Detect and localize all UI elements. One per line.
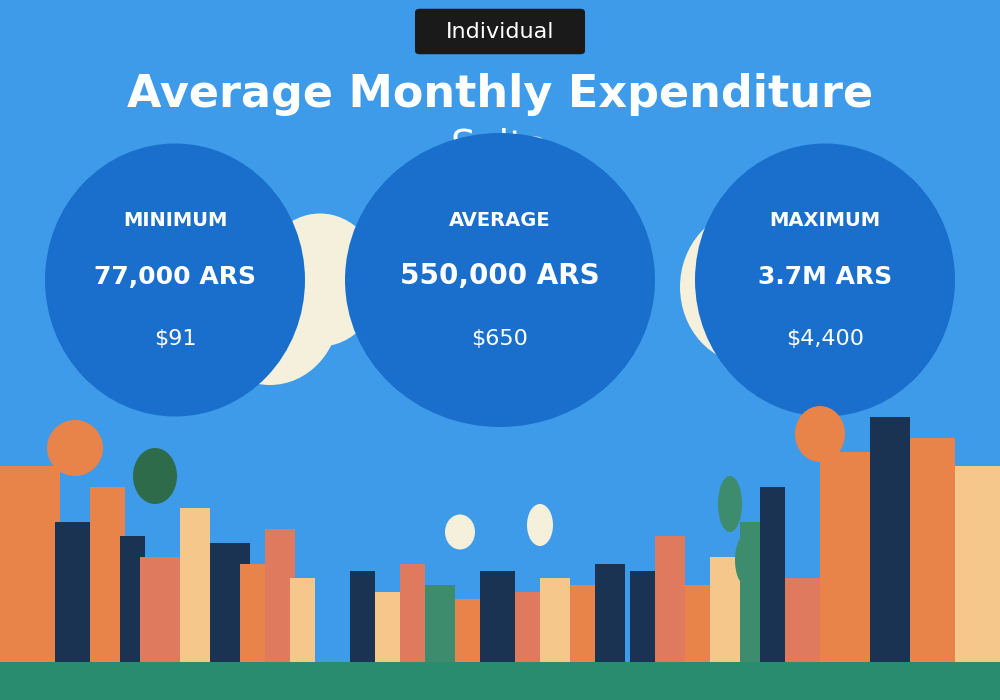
Bar xyxy=(760,486,785,662)
Bar xyxy=(655,536,685,662)
Bar xyxy=(400,564,425,661)
Bar xyxy=(455,598,480,662)
Ellipse shape xyxy=(735,536,755,584)
Bar xyxy=(785,578,820,662)
Text: 3.7M ARS: 3.7M ARS xyxy=(758,265,892,288)
Text: $650: $650 xyxy=(472,330,528,349)
Text: AVERAGE: AVERAGE xyxy=(449,211,551,230)
Bar xyxy=(595,564,625,661)
Text: Individual: Individual xyxy=(446,22,554,41)
Bar xyxy=(630,570,655,662)
Bar xyxy=(265,528,295,662)
Ellipse shape xyxy=(795,406,845,462)
Ellipse shape xyxy=(45,144,305,416)
Bar xyxy=(350,570,375,662)
Ellipse shape xyxy=(445,514,475,550)
Bar xyxy=(210,542,250,662)
Bar xyxy=(55,522,95,662)
Bar xyxy=(425,584,455,662)
Ellipse shape xyxy=(47,420,103,476)
Bar xyxy=(240,564,265,661)
Bar xyxy=(740,522,760,662)
Ellipse shape xyxy=(745,245,855,371)
Text: 🇦🇷: 🇦🇷 xyxy=(472,181,528,225)
Bar xyxy=(290,578,315,662)
Ellipse shape xyxy=(695,144,955,416)
Bar xyxy=(90,486,125,662)
Bar xyxy=(685,584,710,662)
Ellipse shape xyxy=(200,231,340,385)
Ellipse shape xyxy=(260,214,380,346)
Bar xyxy=(0,466,60,662)
Bar xyxy=(375,592,405,662)
FancyBboxPatch shape xyxy=(415,8,585,55)
Bar xyxy=(820,452,870,662)
Text: Average Monthly Expenditure: Average Monthly Expenditure xyxy=(127,73,873,116)
Text: $4,400: $4,400 xyxy=(786,330,864,349)
Text: 77,000 ARS: 77,000 ARS xyxy=(94,265,256,288)
Text: Salta: Salta xyxy=(451,128,549,166)
Text: MINIMUM: MINIMUM xyxy=(123,211,227,230)
Bar xyxy=(955,466,1000,662)
Bar xyxy=(480,570,515,662)
Ellipse shape xyxy=(718,476,742,532)
Text: 550,000 ARS: 550,000 ARS xyxy=(400,262,600,290)
Bar xyxy=(710,556,740,662)
Bar xyxy=(140,556,180,662)
Bar xyxy=(0,662,1000,700)
Bar xyxy=(180,508,210,662)
Bar xyxy=(515,592,540,662)
Ellipse shape xyxy=(133,448,177,504)
Ellipse shape xyxy=(527,504,553,546)
Bar xyxy=(120,536,145,662)
Ellipse shape xyxy=(680,210,820,364)
Text: $91: $91 xyxy=(154,330,196,349)
Bar xyxy=(570,584,595,662)
Text: MAXIMUM: MAXIMUM xyxy=(769,211,881,230)
Ellipse shape xyxy=(345,133,655,427)
Bar xyxy=(910,438,955,662)
Bar xyxy=(870,416,910,662)
Bar xyxy=(540,578,570,662)
